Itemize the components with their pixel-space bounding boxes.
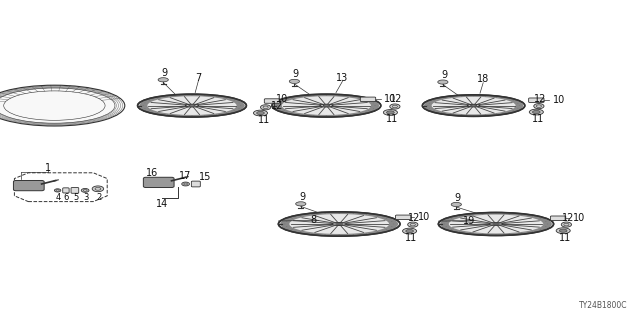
Text: 19: 19 (463, 216, 476, 226)
Ellipse shape (272, 94, 381, 117)
Ellipse shape (556, 228, 570, 234)
Text: 6: 6 (64, 193, 69, 202)
Text: 8: 8 (310, 215, 317, 225)
Ellipse shape (403, 228, 417, 234)
Ellipse shape (81, 188, 89, 192)
Ellipse shape (406, 229, 413, 233)
Ellipse shape (296, 202, 306, 206)
Text: 1: 1 (45, 163, 51, 173)
Text: 18: 18 (477, 75, 490, 84)
Text: 7: 7 (195, 73, 202, 83)
Text: 11: 11 (559, 233, 572, 243)
Ellipse shape (280, 212, 398, 236)
Ellipse shape (383, 109, 397, 115)
FancyBboxPatch shape (143, 177, 174, 188)
Ellipse shape (438, 80, 448, 84)
Ellipse shape (289, 214, 389, 234)
Text: 12: 12 (534, 94, 547, 104)
Ellipse shape (408, 222, 418, 227)
Text: 12: 12 (390, 94, 403, 104)
Ellipse shape (561, 222, 572, 227)
Text: 11: 11 (257, 115, 270, 125)
Ellipse shape (493, 223, 499, 225)
Ellipse shape (470, 105, 477, 106)
Ellipse shape (140, 94, 244, 117)
Text: 12: 12 (271, 101, 284, 111)
Text: 10: 10 (573, 213, 586, 223)
Ellipse shape (92, 186, 104, 192)
FancyBboxPatch shape (71, 188, 79, 193)
Text: 9: 9 (299, 192, 305, 203)
Text: 9: 9 (292, 69, 299, 79)
FancyBboxPatch shape (264, 99, 280, 103)
Ellipse shape (467, 104, 480, 107)
Text: 4: 4 (56, 193, 61, 202)
Ellipse shape (529, 109, 543, 115)
Text: 9: 9 (441, 70, 447, 80)
Ellipse shape (332, 222, 346, 226)
Ellipse shape (158, 78, 168, 82)
Text: 14: 14 (156, 199, 168, 209)
Text: TY24B1800C: TY24B1800C (579, 301, 627, 310)
Ellipse shape (438, 212, 554, 236)
Ellipse shape (289, 79, 300, 84)
Text: 2: 2 (96, 193, 101, 202)
Text: 10: 10 (384, 94, 397, 104)
FancyBboxPatch shape (191, 181, 200, 187)
Ellipse shape (451, 203, 461, 207)
Ellipse shape (182, 182, 189, 186)
Ellipse shape (335, 223, 343, 225)
Ellipse shape (387, 111, 394, 114)
Text: 9: 9 (161, 68, 168, 78)
Text: 11: 11 (405, 233, 418, 243)
Ellipse shape (278, 212, 400, 236)
Ellipse shape (440, 213, 552, 235)
FancyBboxPatch shape (13, 180, 44, 191)
Ellipse shape (138, 94, 246, 117)
Ellipse shape (320, 104, 333, 107)
Text: 10: 10 (418, 212, 431, 222)
Ellipse shape (253, 110, 268, 116)
Ellipse shape (489, 223, 503, 225)
FancyBboxPatch shape (396, 215, 411, 220)
FancyBboxPatch shape (360, 97, 376, 101)
Text: 12: 12 (561, 212, 574, 222)
Text: 13: 13 (336, 73, 349, 83)
Text: 11: 11 (532, 114, 545, 124)
Ellipse shape (260, 105, 271, 110)
Text: 16: 16 (146, 168, 159, 179)
Text: 10: 10 (552, 95, 565, 105)
Ellipse shape (0, 85, 125, 126)
Ellipse shape (559, 229, 567, 232)
Text: 12: 12 (408, 212, 420, 223)
Ellipse shape (54, 189, 61, 192)
Text: 15: 15 (198, 172, 211, 182)
Ellipse shape (323, 105, 330, 106)
Text: 9: 9 (454, 193, 461, 203)
Ellipse shape (422, 95, 525, 116)
Ellipse shape (189, 105, 195, 106)
Text: 3: 3 (83, 193, 88, 202)
Text: 11: 11 (386, 115, 399, 124)
Text: 17: 17 (179, 171, 192, 181)
Ellipse shape (186, 104, 198, 107)
Text: 10: 10 (275, 94, 288, 104)
FancyBboxPatch shape (550, 216, 566, 220)
Ellipse shape (147, 96, 237, 115)
FancyBboxPatch shape (63, 188, 69, 193)
Ellipse shape (424, 95, 524, 116)
FancyBboxPatch shape (529, 98, 544, 102)
Ellipse shape (274, 94, 379, 117)
Ellipse shape (390, 104, 400, 109)
Ellipse shape (449, 214, 543, 234)
Ellipse shape (532, 110, 540, 114)
Text: 5: 5 (73, 193, 78, 202)
Ellipse shape (282, 96, 371, 115)
Ellipse shape (431, 97, 516, 115)
Ellipse shape (257, 111, 264, 115)
Ellipse shape (534, 104, 544, 109)
